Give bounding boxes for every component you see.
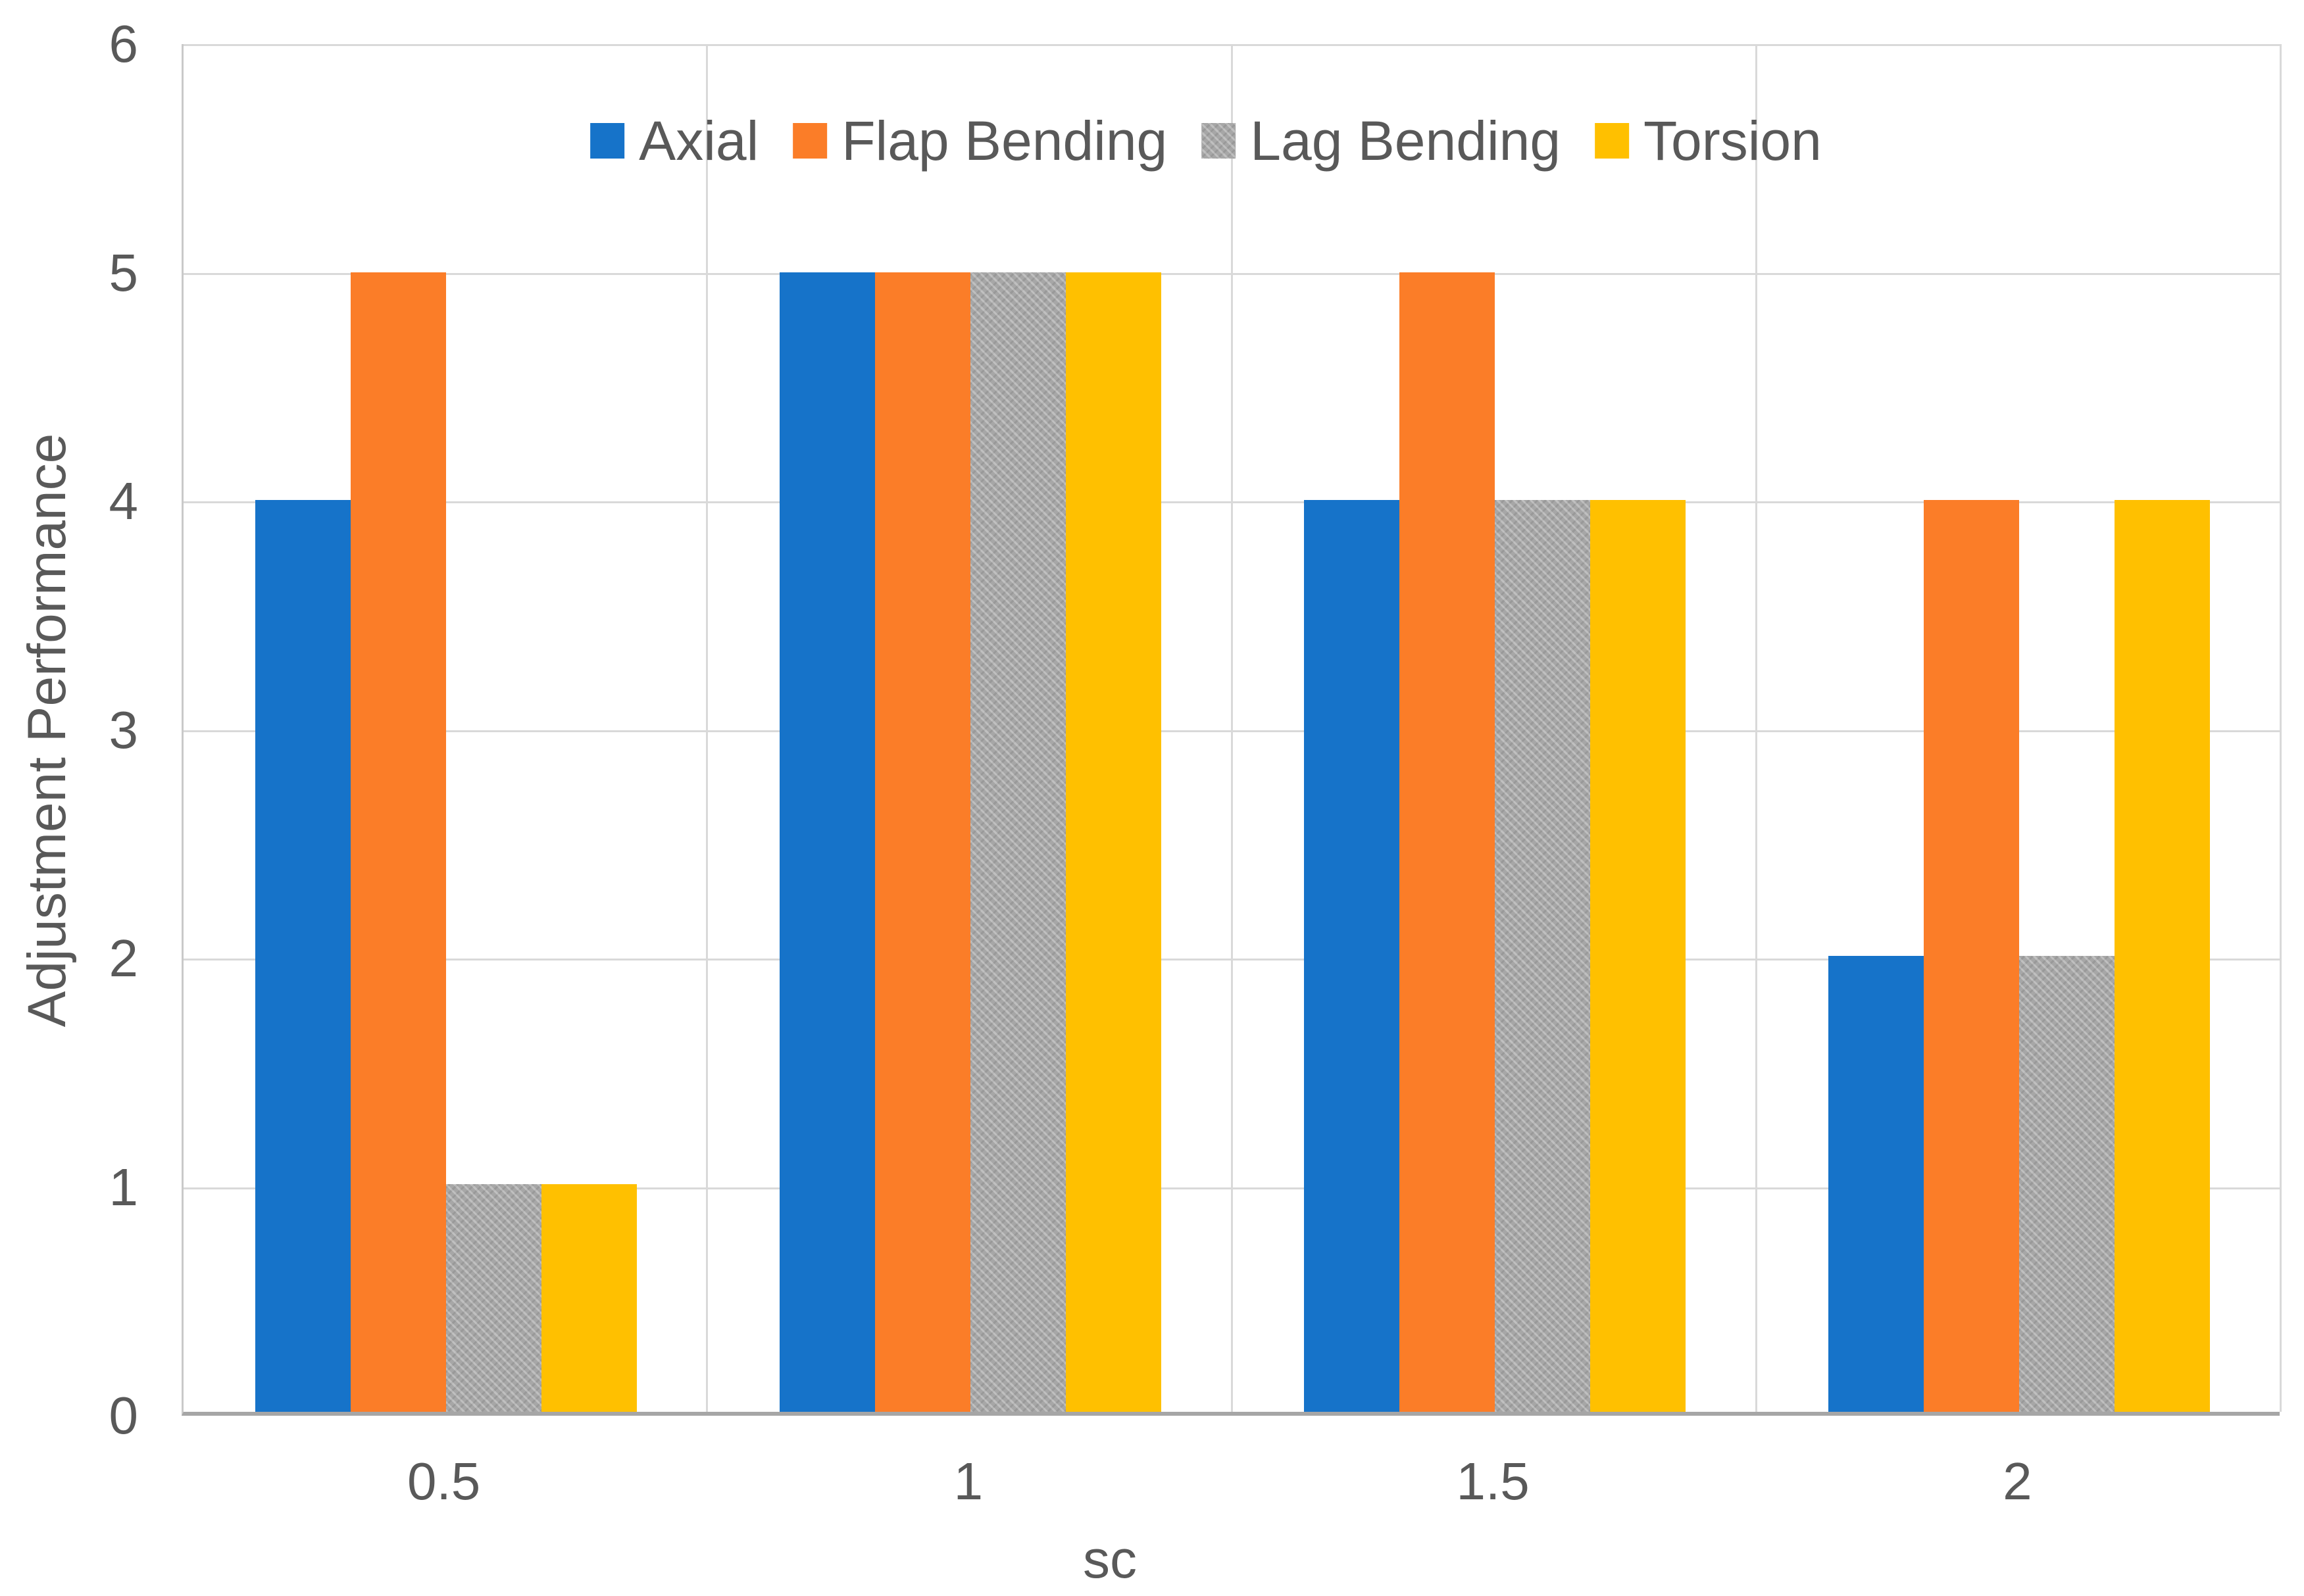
- bar-lag-bending-1.5: [1495, 500, 1591, 1412]
- legend-swatch-torsion-icon: [1595, 123, 1630, 159]
- gridline-vertical-2: [1230, 44, 1233, 1412]
- y-tick-label-1: 1: [109, 1157, 139, 1216]
- y-tick-label-3: 3: [109, 700, 139, 759]
- x-axis-title: sc: [1083, 1530, 1137, 1589]
- y-tick-label-6: 6: [109, 14, 139, 73]
- category-group-1: [708, 44, 1232, 1412]
- bar-axial-0.5: [255, 500, 351, 1412]
- y-tick-label-5: 5: [109, 243, 139, 302]
- x-tick-label-1: 1: [953, 1452, 984, 1510]
- gridline-vertical-3: [1755, 44, 1757, 1412]
- legend-swatch-axial-icon: [590, 123, 625, 159]
- legend-label: Flap Bending: [841, 110, 1168, 172]
- legend: Axial Flap Bending Lag Bending Torsion: [590, 113, 1822, 168]
- legend-label: Axial: [639, 110, 759, 172]
- y-tick-label-0: 0: [109, 1386, 139, 1445]
- bar-axial-1.5: [1304, 500, 1400, 1412]
- gridline-vertical-4: [2280, 44, 2282, 1412]
- y-tick-label-2: 2: [109, 929, 139, 987]
- legend-swatch-lag-bending-icon: [1201, 123, 1236, 159]
- x-tick-label-1.5: 1.5: [1456, 1452, 1530, 1510]
- bar-flap-bending-1.5: [1399, 272, 1495, 1412]
- category-group-0.5: [184, 44, 708, 1412]
- bar-torsion-1: [1065, 272, 1161, 1412]
- legend-item-flap-bending: Flap Bending: [793, 113, 1167, 168]
- legend-swatch-flap-bending-icon: [793, 123, 828, 159]
- category-group-2: [1757, 44, 2282, 1412]
- legend-item-lag-bending: Lag Bending: [1201, 113, 1561, 168]
- bar-flap-bending-2: [1924, 500, 2020, 1412]
- category-group-1.5: [1233, 44, 1757, 1412]
- bar-lag-bending-0.5: [445, 1184, 541, 1412]
- plot-area: [182, 44, 2282, 1416]
- legend-item-axial: Axial: [590, 113, 759, 168]
- bar-axial-2: [1828, 956, 1924, 1412]
- bar-flap-bending-1: [874, 272, 970, 1412]
- bar-torsion-0.5: [541, 1184, 637, 1412]
- y-tick-label-4: 4: [109, 472, 139, 530]
- legend-label: Torsion: [1643, 110, 1822, 172]
- legend-item-torsion: Torsion: [1595, 113, 1822, 168]
- bar-flap-bending-0.5: [350, 272, 446, 1412]
- bar-lag-bending-1: [970, 272, 1066, 1412]
- bar-torsion-1.5: [1590, 500, 1686, 1412]
- bar-torsion-2: [2115, 500, 2211, 1412]
- bar-axial-1: [779, 272, 875, 1412]
- gridline-vertical-1: [706, 44, 709, 1412]
- legend-label: Lag Bending: [1250, 110, 1561, 172]
- x-tick-label-0.5: 0.5: [407, 1452, 481, 1510]
- x-tick-label-2: 2: [2003, 1452, 2032, 1510]
- bar-lag-bending-2: [2019, 956, 2115, 1412]
